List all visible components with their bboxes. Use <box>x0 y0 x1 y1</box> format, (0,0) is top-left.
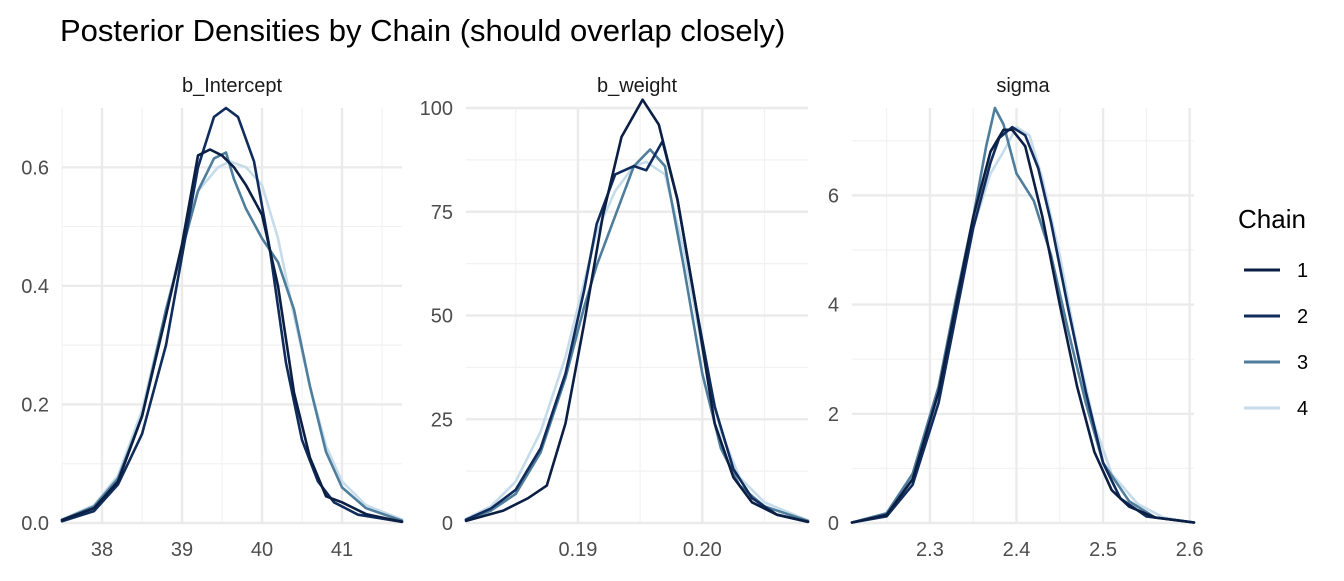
x-tick-label: 41 <box>331 539 353 561</box>
legend-label: 2 <box>1297 306 1308 328</box>
x-tick-label: 40 <box>251 539 273 561</box>
facet-strip-label: b_Intercept <box>182 75 283 97</box>
x-tick-label: 38 <box>91 539 113 561</box>
x-tick-label: 39 <box>171 539 193 561</box>
density-line-chain-1 <box>60 148 404 524</box>
y-tick-label: 6 <box>828 185 839 207</box>
legend-label: 3 <box>1297 352 1308 374</box>
y-tick-label: 0.0 <box>21 513 49 535</box>
density-line-chain-2 <box>464 139 810 524</box>
density-line-chain-1 <box>464 98 810 524</box>
legend-item-chain-2: 2 <box>1244 306 1308 328</box>
panel-sigma: sigma 2.3 2.4 2.5 2.6 0 2 4 6 <box>828 75 1204 561</box>
density-line-chain-1 <box>850 128 1196 524</box>
density-line-chain-4 <box>464 160 810 522</box>
density-line-chain-2 <box>850 125 1196 524</box>
density-line-chain-3 <box>464 148 810 523</box>
legend-label: 1 <box>1297 260 1308 282</box>
y-tick-label: 0.2 <box>21 394 49 416</box>
y-tick-label: 0.6 <box>21 157 49 179</box>
x-tick-label: 2.4 <box>1003 539 1031 561</box>
x-tick-label: 2.5 <box>1089 539 1117 561</box>
chart-title: Posterior Densities by Chain (should ove… <box>60 13 785 48</box>
panel-b-weight: b_weight 0.19 0.20 0 25 50 75 100 <box>420 75 810 561</box>
density-line-chain-4 <box>850 125 1196 524</box>
y-tick-label: 0 <box>442 513 453 535</box>
panel-b-intercept: b_Intercept 38 39 40 41 0.0 0.2 0.4 0.6 <box>21 75 404 561</box>
legend-item-chain-3: 3 <box>1244 352 1308 374</box>
legend-item-chain-1: 1 <box>1244 260 1308 282</box>
y-tick-label: 0.4 <box>21 276 49 298</box>
legend: Chain 1 2 3 4 <box>1238 204 1308 420</box>
facet-strip-label: sigma <box>996 75 1050 97</box>
facet-strip-label: b_weight <box>597 75 678 97</box>
legend-item-chain-4: 4 <box>1244 398 1308 420</box>
x-tick-label: 2.3 <box>916 539 944 561</box>
legend-label: 4 <box>1297 398 1308 420</box>
x-tick-label: 0.19 <box>558 539 597 561</box>
density-line-chain-3 <box>60 151 404 522</box>
density-line-chain-3 <box>850 106 1196 524</box>
y-tick-label: 2 <box>828 404 839 426</box>
y-tick-label: 25 <box>431 409 453 431</box>
x-tick-label: 2.6 <box>1176 539 1204 561</box>
y-tick-label: 4 <box>828 295 839 317</box>
y-tick-label: 75 <box>431 202 453 224</box>
x-tick-label: 0.20 <box>683 539 722 561</box>
legend-title: Chain <box>1238 204 1306 234</box>
y-tick-label: 50 <box>431 306 453 328</box>
y-tick-label: 0 <box>828 513 839 535</box>
density-line-chain-4 <box>60 160 404 521</box>
y-tick-label: 100 <box>420 98 453 120</box>
